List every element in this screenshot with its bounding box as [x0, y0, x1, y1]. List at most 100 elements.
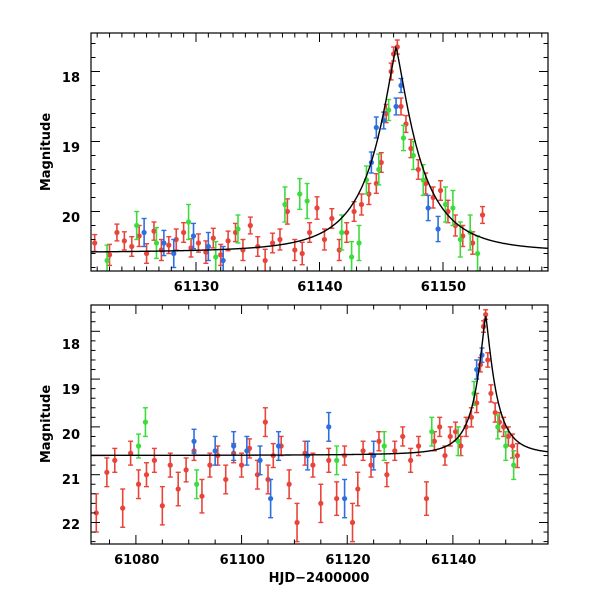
top-blue-point	[171, 238, 177, 269]
top-red-point	[307, 221, 313, 244]
bottom-red-marker	[159, 503, 165, 509]
top-red-marker	[398, 103, 404, 110]
bottom-red-marker	[254, 472, 261, 478]
bottom-red-point	[492, 402, 498, 423]
top-green-point	[376, 153, 382, 186]
top-red-marker	[344, 229, 350, 236]
bottom-red-marker	[93, 510, 99, 516]
bottom-green-point	[511, 450, 517, 481]
bottom-blue-marker	[268, 495, 274, 502]
bottom-green-marker	[194, 481, 200, 487]
bottom-red-marker	[341, 452, 348, 459]
bottom-red-point	[151, 447, 157, 473]
top-red-point	[277, 228, 283, 251]
top-red-point	[344, 221, 350, 244]
bottom-red-point	[442, 445, 448, 466]
bottom-x-tick-label-61100: 61100	[220, 553, 265, 568]
top-x-tick-label-61130: 61130	[174, 280, 219, 295]
bottom-red-marker	[384, 472, 390, 478]
bottom-blue-marker	[191, 438, 197, 444]
top-blue-point	[141, 217, 147, 248]
top-blue-marker	[425, 205, 431, 211]
bottom-red-point	[143, 462, 150, 488]
top-green-marker	[104, 257, 110, 264]
top-x-tick-label-61140: 61140	[297, 280, 342, 295]
bottom-red-marker	[415, 443, 422, 449]
top-blue-marker	[190, 233, 197, 239]
top-red-point	[284, 198, 290, 225]
top-red-point	[129, 235, 135, 257]
top-blue-point	[220, 245, 226, 271]
top-blue-marker	[205, 243, 211, 250]
top-green-point	[400, 124, 407, 152]
top-red-marker	[181, 229, 187, 236]
bottom-red-point	[310, 452, 316, 478]
bottom-red-marker	[326, 457, 332, 463]
bottom-blue-point	[474, 359, 480, 380]
bottom-green-marker	[455, 438, 461, 444]
bottom-red-marker	[452, 429, 459, 435]
bottom-red-marker	[488, 390, 494, 397]
bottom-red-point	[447, 426, 453, 447]
bottom-green-point	[495, 414, 501, 440]
bottom-red-marker	[167, 462, 173, 468]
bottom-red-point	[334, 481, 340, 517]
bottom-green-marker	[142, 419, 149, 425]
top-green-point	[213, 240, 219, 271]
top-green-marker	[282, 201, 288, 208]
bottom-y-axis-title: Magnitude	[39, 385, 54, 464]
top-green-marker	[134, 222, 140, 229]
bottom-red-marker	[437, 424, 443, 430]
top-green-marker	[474, 250, 481, 257]
bottom-red-point	[431, 430, 438, 452]
top-red-point	[114, 223, 120, 242]
bottom-green-point	[429, 416, 435, 447]
bottom-y-tick-label-18: 18	[62, 338, 80, 353]
bottom-green-marker	[334, 457, 340, 463]
top-red-point	[92, 233, 98, 253]
top-red-marker	[106, 252, 113, 258]
top-red-marker	[307, 229, 313, 236]
bottom-red-marker	[376, 438, 382, 444]
top-green-point	[356, 224, 362, 262]
bottom-red-marker	[442, 452, 448, 459]
bottom-red-point	[175, 471, 181, 507]
top-blue-point	[373, 116, 379, 139]
top-red-marker	[277, 236, 283, 243]
bottom-red-point	[294, 502, 300, 543]
top-red-marker	[262, 257, 268, 264]
bottom-green-point	[135, 433, 142, 459]
bottom-red-marker	[151, 457, 157, 463]
bottom-red-marker	[286, 481, 292, 487]
bottom-green-marker	[511, 462, 517, 468]
bottom-green-marker	[135, 443, 142, 449]
top-green-marker	[185, 219, 192, 225]
bottom-red-marker	[175, 486, 181, 492]
top-green-point	[386, 98, 392, 122]
bottom-red-point	[400, 426, 406, 447]
bottom-red-point	[341, 445, 348, 466]
bottom-red-point	[286, 469, 292, 500]
top-green-point	[304, 182, 310, 220]
top-red-marker	[299, 250, 305, 257]
bottom-green-marker	[429, 429, 435, 435]
top-red-marker	[136, 233, 142, 239]
bottom-red-point	[423, 481, 430, 517]
bottom-green-point	[142, 407, 149, 438]
top-red-point	[121, 231, 127, 251]
bottom-red-point	[223, 464, 229, 495]
bottom-red-marker	[112, 457, 118, 463]
top-y-tick-label-19: 19	[62, 141, 80, 156]
bottom-red-marker	[199, 493, 205, 499]
top-red-point	[181, 221, 187, 244]
bottom-green-marker	[495, 424, 501, 430]
bottom-red-point	[183, 457, 189, 483]
top-green-marker	[400, 135, 407, 141]
bottom-red-point	[474, 392, 480, 414]
bottom-red-point	[128, 440, 134, 466]
top-green-point	[235, 214, 241, 244]
top-x-tick-label-61150: 61150	[421, 280, 466, 295]
bottom-red-marker	[423, 495, 430, 502]
bottom-x-tick-label-61080: 61080	[114, 553, 159, 568]
bottom-red-point	[238, 452, 245, 478]
